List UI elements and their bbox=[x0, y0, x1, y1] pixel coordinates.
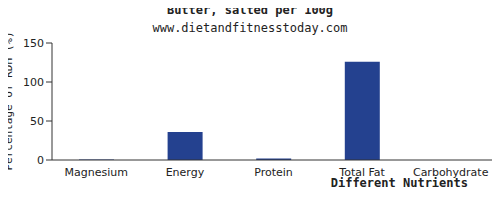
html-text:Butter, salted per 100g: Butter, salted per 100g bbox=[166, 3, 334, 17]
html-text:www.dietandfitnesstoday.com: www.dietandfitnesstoday.com bbox=[152, 21, 348, 35]
svg-text:150: 150 bbox=[23, 37, 44, 50]
svg-text:Energy: Energy bbox=[166, 166, 205, 179]
svg-text:Magnesium: Magnesium bbox=[65, 166, 128, 179]
html-text:Different Nutrients: Different Nutrients bbox=[330, 176, 468, 190]
html-text:Percentage of RDH (%): Percentage of RDH (%) bbox=[1, 31, 15, 171]
svg-text:Total Fat: Total Fat bbox=[338, 166, 385, 179]
svg-text:100: 100 bbox=[23, 76, 44, 89]
svg-text:Protein: Protein bbox=[254, 166, 293, 179]
svg-text:Carbohydrate: Carbohydrate bbox=[413, 166, 489, 179]
svg-text:50: 50 bbox=[30, 115, 44, 128]
svg-text:0: 0 bbox=[37, 154, 44, 167]
